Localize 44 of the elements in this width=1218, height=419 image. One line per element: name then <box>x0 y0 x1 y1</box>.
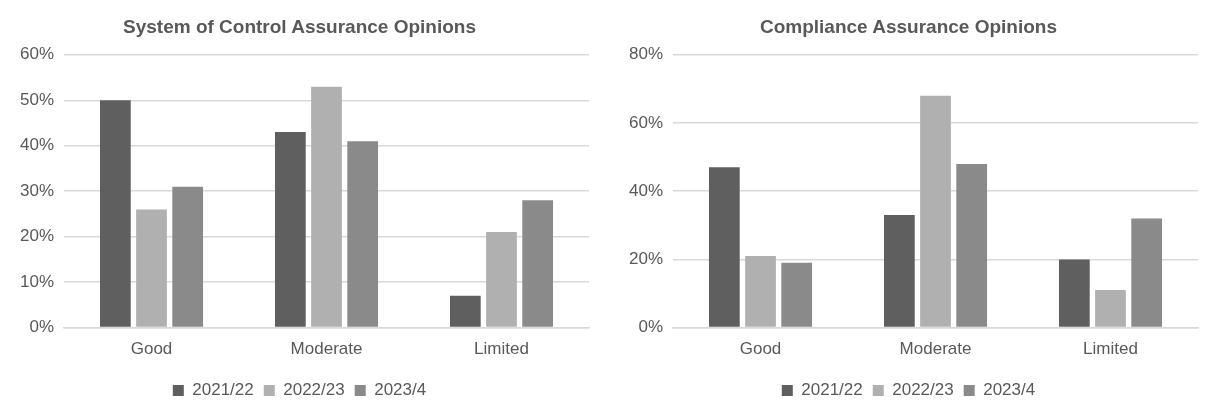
bar <box>522 200 554 327</box>
legend-label: 2023/4 <box>374 380 427 400</box>
legend-label: 2023/4 <box>983 380 1036 400</box>
x-tick-label: Limited <box>474 339 529 359</box>
bar <box>708 167 740 327</box>
x-tick-label: Good <box>739 339 782 359</box>
bar <box>956 163 988 327</box>
bar <box>781 262 813 327</box>
x-tick-label: Good <box>130 339 173 359</box>
bar <box>449 295 481 327</box>
y-tick-label: 20% <box>19 226 55 246</box>
y-tick-label: 40% <box>628 180 664 200</box>
legend-label: 2022/23 <box>892 380 954 400</box>
bar <box>347 141 379 327</box>
legend-label: 2022/23 <box>283 380 345 400</box>
bar <box>920 95 951 327</box>
y-tick-label: 60% <box>628 112 664 132</box>
x-tick-label: Moderate <box>899 339 972 359</box>
chart-title: System of Control Assurance Opinions <box>123 15 476 37</box>
bar <box>745 255 776 327</box>
bar <box>99 100 131 327</box>
bar <box>172 186 204 327</box>
bar <box>1131 218 1163 327</box>
chart-title: Compliance Assurance Opinions <box>759 15 1058 37</box>
y-tick-label: 40% <box>19 135 55 155</box>
x-tick-label: Limited <box>1083 339 1138 359</box>
y-tick-label: 60% <box>19 44 55 64</box>
legend-label: 2021/22 <box>192 380 254 400</box>
legend-label: 2021/22 <box>801 380 863 400</box>
bar <box>1095 290 1126 327</box>
x-tick-label: Moderate <box>290 339 363 359</box>
y-tick-label: 20% <box>628 249 664 269</box>
bar <box>136 209 167 327</box>
y-tick-label: 10% <box>19 271 55 291</box>
bar <box>1058 259 1090 327</box>
bar <box>486 232 517 327</box>
bar <box>274 132 306 327</box>
y-tick-label: 0% <box>29 317 55 337</box>
bar <box>883 215 915 327</box>
y-tick-label: 0% <box>638 317 664 337</box>
y-tick-label: 30% <box>19 180 55 200</box>
y-tick-label: 80% <box>628 44 664 64</box>
bar <box>311 86 342 327</box>
y-tick-label: 50% <box>19 89 55 109</box>
